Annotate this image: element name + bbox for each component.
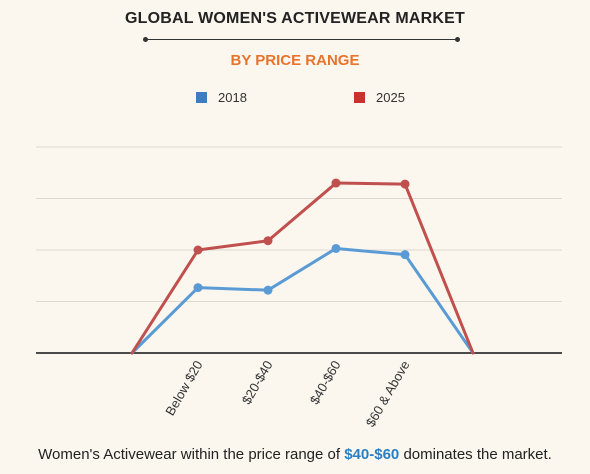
legend-label-2018: 2018 [218, 90, 247, 105]
legend-label-2025: 2025 [376, 90, 405, 105]
chart-subtitle: BY PRICE RANGE [230, 52, 360, 69]
x-tick-label: $40-$60 [307, 358, 344, 407]
chart-title: GLOBAL WOMEN'S ACTIVEWEAR MARKET [125, 10, 465, 27]
chart-caption: Women's Activewear within the price rang… [0, 446, 590, 463]
data-point-2025 [400, 179, 410, 189]
title-divider [145, 39, 458, 40]
x-tick-labels: Below $20 $20-$40 $40-$60 $60 & Above [162, 358, 412, 429]
data-point-2018 [263, 285, 273, 295]
caption-text-after: dominates the market. [399, 446, 552, 463]
legend-swatch-2018 [196, 92, 207, 103]
legend-swatch-2025 [354, 92, 365, 103]
series-line-2025 [130, 181, 475, 355]
x-tick-label: Below $20 [162, 358, 205, 418]
data-point-2025 [331, 178, 341, 188]
caption-highlight: $40-$60 [344, 446, 400, 463]
x-tick-label: $20-$40 [239, 358, 276, 407]
line-chart: Below $20 $20-$40 $40-$60 $60 & Above [36, 146, 562, 429]
data-point-2025 [263, 236, 273, 246]
series-layer [130, 178, 475, 355]
series-line-2018 [130, 246, 475, 355]
divider-dot-left [143, 37, 148, 42]
data-point-2025 [193, 245, 203, 255]
caption-text-before: Women's Activewear within the price rang… [38, 446, 345, 463]
data-point-2018 [400, 250, 410, 260]
data-point-2018 [331, 243, 341, 253]
gridlines [36, 146, 562, 302]
data-point-2018 [193, 283, 203, 293]
divider-dot-right [455, 37, 460, 42]
x-tick-label: $60 & Above [363, 358, 413, 429]
